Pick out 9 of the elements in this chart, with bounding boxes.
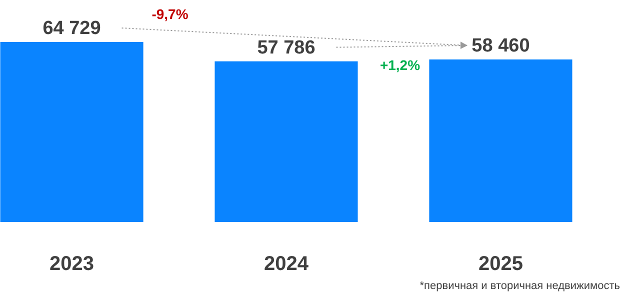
data-label: 64 729 [42, 18, 101, 39]
x-tick-label: 2025 [478, 253, 523, 275]
data-label: 58 460 [472, 35, 530, 56]
text: -9,7% [152, 6, 189, 22]
x-tick-label: 2024 [264, 253, 310, 275]
text: *первичная и вторичная недвижимость [420, 280, 620, 292]
x-tick-label: 2023 [50, 253, 94, 275]
data-label: 57 786 [257, 37, 316, 58]
annotation: +1,2% [380, 57, 421, 73]
